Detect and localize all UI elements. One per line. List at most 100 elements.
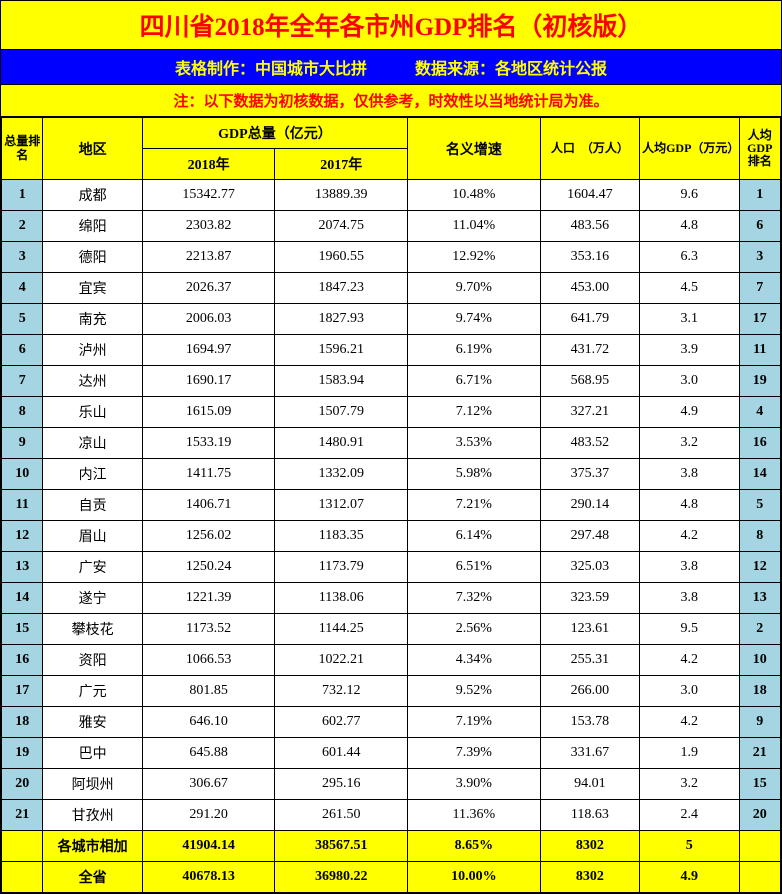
- cell-pgdp: 2.4: [640, 800, 739, 831]
- col-area: 地区: [43, 118, 142, 180]
- cell-rank: 21: [2, 800, 43, 831]
- cell-pgdp: 4.9: [640, 862, 739, 893]
- cell-area: 全省: [43, 862, 142, 893]
- cell-grow: 7.19%: [408, 707, 541, 738]
- cell-rank: 1: [2, 180, 43, 211]
- cell-g17: 1960.55: [275, 242, 408, 273]
- cell-g18: 1221.39: [142, 583, 275, 614]
- cell-prank: 6: [739, 211, 780, 242]
- cell-pop: 331.67: [540, 738, 639, 769]
- cell-rank: 5: [2, 304, 43, 335]
- cell-pop: 8302: [540, 831, 639, 862]
- cell-pop: 297.48: [540, 521, 639, 552]
- cell-area: 宜宾: [43, 273, 142, 304]
- cell-pop: 8302: [540, 862, 639, 893]
- cell-pop: 94.01: [540, 769, 639, 800]
- col-gdp-total: GDP总量（亿元）: [142, 118, 407, 149]
- cell-pgdp: 4.2: [640, 521, 739, 552]
- cell-area: 攀枝花: [43, 614, 142, 645]
- cell-grow: 5.98%: [408, 459, 541, 490]
- cell-grow: 7.21%: [408, 490, 541, 521]
- cell-pgdp: 3.8: [640, 583, 739, 614]
- cell-pgdp: 3.0: [640, 676, 739, 707]
- cell-g17: 1480.91: [275, 428, 408, 459]
- cell-g17: 38567.51: [275, 831, 408, 862]
- cell-grow: 2.56%: [408, 614, 541, 645]
- cell-rank: 4: [2, 273, 43, 304]
- cell-area: 各城市相加: [43, 831, 142, 862]
- cell-prank: 17: [739, 304, 780, 335]
- cell-pop: 255.31: [540, 645, 639, 676]
- cell-rank: 18: [2, 707, 43, 738]
- cell-prank: 8: [739, 521, 780, 552]
- col-gdp-2018: 2018年: [142, 149, 275, 180]
- cell-pgdp: 6.3: [640, 242, 739, 273]
- table-row: 10内江1411.751332.095.98%375.373.814: [2, 459, 781, 490]
- cell-area: 自贡: [43, 490, 142, 521]
- cell-rank: 19: [2, 738, 43, 769]
- summary-row: 各城市相加41904.1438567.518.65%83025: [2, 831, 781, 862]
- cell-area: 广安: [43, 552, 142, 583]
- cell-area: 资阳: [43, 645, 142, 676]
- col-rank: 总量排名: [2, 118, 43, 180]
- cell-pop: 123.61: [540, 614, 639, 645]
- cell-g18: 1406.71: [142, 490, 275, 521]
- cell-pop: 323.59: [540, 583, 639, 614]
- cell-grow: 8.65%: [408, 831, 541, 862]
- cell-pop: 327.21: [540, 397, 639, 428]
- cell-g17: 261.50: [275, 800, 408, 831]
- cell-rank: [2, 831, 43, 862]
- cell-g17: 36980.22: [275, 862, 408, 893]
- cell-pop: 266.00: [540, 676, 639, 707]
- cell-grow: 9.74%: [408, 304, 541, 335]
- cell-pop: 118.63: [540, 800, 639, 831]
- cell-g18: 1690.17: [142, 366, 275, 397]
- cell-g17: 602.77: [275, 707, 408, 738]
- cell-grow: 9.52%: [408, 676, 541, 707]
- cell-pgdp: 5: [640, 831, 739, 862]
- cell-g18: 2303.82: [142, 211, 275, 242]
- cell-pgdp: 9.5: [640, 614, 739, 645]
- cell-area: 眉山: [43, 521, 142, 552]
- cell-pgdp: 3.8: [640, 459, 739, 490]
- table-row: 13广安1250.241173.796.51%325.033.812: [2, 552, 781, 583]
- cell-g18: 801.85: [142, 676, 275, 707]
- cell-grow: 11.36%: [408, 800, 541, 831]
- table-row: 16资阳1066.531022.214.34%255.314.210: [2, 645, 781, 676]
- cell-rank: 10: [2, 459, 43, 490]
- cell-rank: 11: [2, 490, 43, 521]
- cell-area: 雅安: [43, 707, 142, 738]
- cell-grow: 6.19%: [408, 335, 541, 366]
- table-header: 总量排名 地区 GDP总量（亿元） 名义增速 人口 （万人） 人均GDP（万元）…: [2, 118, 781, 180]
- table-row: 8乐山1615.091507.797.12%327.214.94: [2, 397, 781, 428]
- cell-g18: 1250.24: [142, 552, 275, 583]
- gdp-table: 总量排名 地区 GDP总量（亿元） 名义增速 人口 （万人） 人均GDP（万元）…: [1, 117, 781, 893]
- cell-area: 广元: [43, 676, 142, 707]
- table-row: 4宜宾2026.371847.239.70%453.004.57: [2, 273, 781, 304]
- cell-g17: 732.12: [275, 676, 408, 707]
- cell-area: 达州: [43, 366, 142, 397]
- cell-g18: 1533.19: [142, 428, 275, 459]
- cell-g18: 40678.13: [142, 862, 275, 893]
- cell-grow: 7.12%: [408, 397, 541, 428]
- cell-g18: 2213.87: [142, 242, 275, 273]
- cell-prank: [739, 862, 780, 893]
- cell-area: 遂宁: [43, 583, 142, 614]
- cell-pop: 290.14: [540, 490, 639, 521]
- cell-rank: [2, 862, 43, 893]
- cell-pop: 483.52: [540, 428, 639, 459]
- cell-area: 内江: [43, 459, 142, 490]
- cell-g18: 2006.03: [142, 304, 275, 335]
- cell-prank: 15: [739, 769, 780, 800]
- cell-pop: 375.37: [540, 459, 639, 490]
- cell-g18: 1411.75: [142, 459, 275, 490]
- cell-grow: 6.51%: [408, 552, 541, 583]
- cell-g17: 1583.94: [275, 366, 408, 397]
- cell-g17: 1173.79: [275, 552, 408, 583]
- cell-g18: 646.10: [142, 707, 275, 738]
- cell-area: 甘孜州: [43, 800, 142, 831]
- cell-prank: 7: [739, 273, 780, 304]
- col-pop: 人口 （万人）: [540, 118, 639, 180]
- cell-prank: 2: [739, 614, 780, 645]
- cell-prank: 10: [739, 645, 780, 676]
